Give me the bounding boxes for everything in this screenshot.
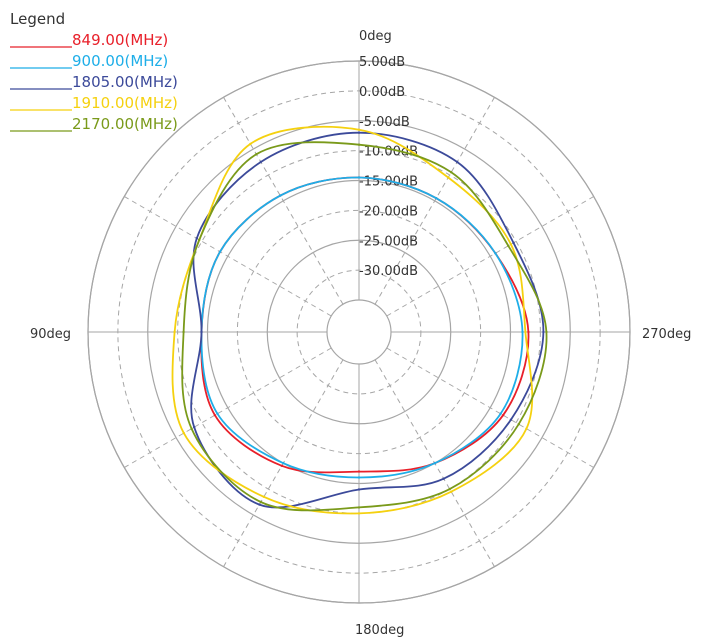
series-point	[525, 427, 528, 430]
series-point	[262, 495, 265, 498]
series-point	[357, 512, 361, 515]
legend-label: 1805.00(MHz)	[72, 73, 178, 91]
series-point	[456, 160, 459, 164]
series-point	[509, 243, 513, 246]
series-point	[512, 241, 515, 244]
series-point	[357, 476, 361, 479]
series-point	[198, 238, 201, 241]
series-point	[501, 414, 505, 417]
series-point	[258, 503, 261, 506]
series-point	[521, 330, 524, 334]
series-point	[542, 330, 545, 334]
spoke-dashed	[223, 97, 344, 305]
legend-title: Legend	[10, 10, 65, 28]
series-point	[357, 470, 361, 473]
radial-tick-label: -5.00dB	[359, 115, 410, 130]
series-point	[190, 427, 193, 430]
series-point	[173, 330, 176, 334]
series-point	[182, 330, 185, 334]
series-point	[507, 244, 510, 247]
series-point	[450, 171, 453, 174]
series-point	[282, 462, 285, 465]
series-point	[255, 153, 258, 156]
series-point	[357, 488, 361, 491]
series-point	[517, 423, 520, 426]
legend: Legend 849.00(MHz) 900.00(MHz) 1805.00(MHz…	[10, 10, 178, 133]
series-point	[357, 506, 361, 509]
legend-label: 900.00(MHz)	[72, 52, 168, 70]
radial-tick-label: 5.00dB	[359, 55, 405, 70]
series-point	[448, 487, 451, 491]
series-point	[280, 464, 283, 467]
radial-tick-label: -30.00dB	[359, 264, 418, 279]
series-point	[218, 250, 222, 253]
angle-spokes	[88, 61, 630, 603]
series-layer	[171, 125, 548, 515]
spoke-dashed	[124, 196, 332, 317]
series-point	[200, 330, 203, 334]
series-point	[259, 500, 262, 504]
angle-label-90: 90deg	[30, 327, 71, 342]
series-point	[433, 462, 436, 465]
radial-tick-label: 0.00dB	[359, 85, 405, 100]
series-point	[357, 176, 361, 179]
series-point	[494, 252, 497, 255]
series-point	[357, 131, 361, 134]
angle-labels: 0deg 90deg 180deg 270deg	[30, 29, 691, 638]
series-point	[442, 477, 445, 480]
legend-label: 849.00(MHz)	[72, 31, 168, 49]
legend-items: 849.00(MHz) 900.00(MHz) 1805.00(MHz) 1910.0…	[10, 31, 178, 133]
angle-label-180: 180deg	[355, 623, 404, 638]
radial-tick-label: -20.00dB	[359, 204, 418, 219]
spoke-dashed	[374, 97, 495, 305]
series-point	[524, 330, 527, 334]
series-point	[357, 128, 361, 131]
series-point	[216, 412, 219, 415]
series-point	[527, 330, 530, 334]
angle-label-0: 0deg	[359, 29, 392, 44]
radial-tick-labels: 5.00dB0.00dB-5.00dB-10.00dB-15.00dB-20.0…	[359, 55, 418, 279]
series-point	[499, 412, 502, 415]
series-point	[509, 418, 513, 421]
series-point	[249, 142, 252, 146]
radial-tick-label: -10.00dB	[359, 145, 418, 160]
series-point	[182, 431, 185, 435]
radial-tick-label: -25.00dB	[359, 234, 418, 249]
series-point	[545, 330, 548, 334]
series-point	[259, 160, 262, 164]
spoke-dashed	[386, 347, 594, 468]
series-point	[193, 426, 196, 429]
series-point	[447, 176, 450, 179]
spoke-dashed	[386, 196, 594, 317]
series-point	[357, 143, 361, 146]
legend-label: 2170.00(MHz)	[72, 115, 178, 133]
legend-label: 1910.00(MHz)	[72, 94, 178, 112]
inner-ring	[326, 299, 392, 365]
series-point	[279, 194, 282, 197]
series-point	[195, 237, 198, 240]
spoke-dashed	[124, 347, 332, 468]
series-point	[213, 414, 217, 417]
angle-label-270: 270deg	[642, 327, 691, 342]
series-point	[450, 490, 453, 493]
series-point	[435, 197, 438, 200]
